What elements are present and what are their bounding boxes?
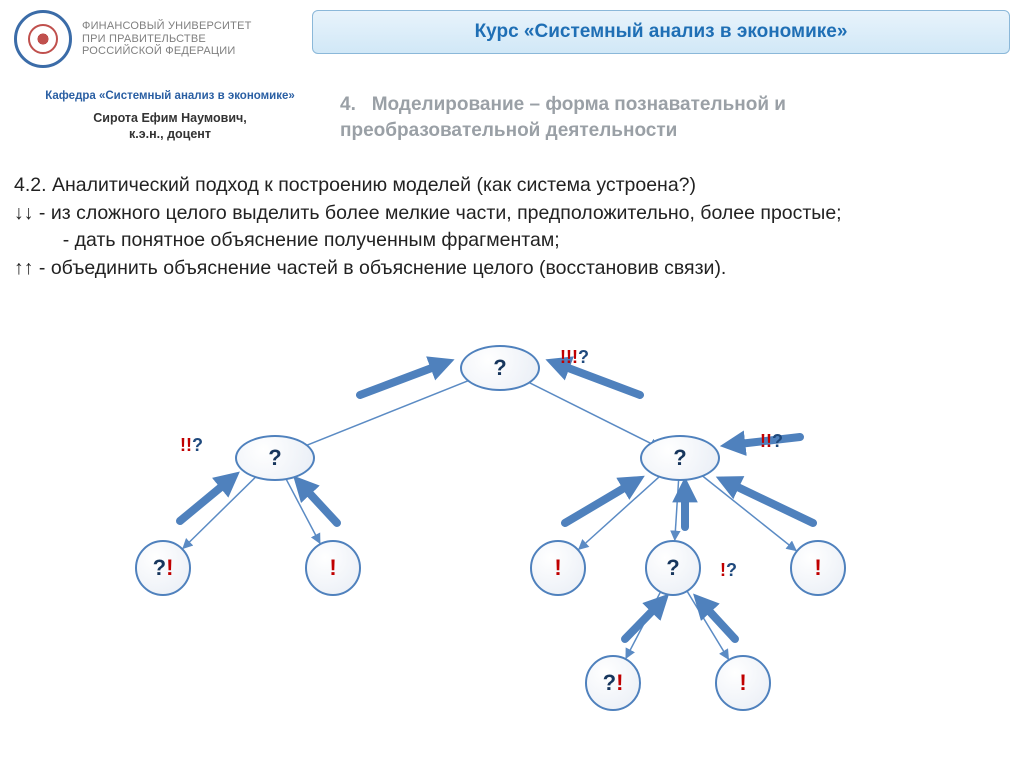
diagram-annotation: !!!? — [560, 347, 589, 368]
tree-node: ? — [460, 345, 540, 391]
course-title-bar: Курс «Системный анализ в экономике» — [312, 10, 1010, 54]
tree-node: ! — [530, 540, 586, 596]
diagram-annotation: !? — [720, 560, 737, 581]
body-text-block: 4.2. Аналитический подход к построению м… — [14, 172, 1010, 283]
tree-node: ?! — [585, 655, 641, 711]
tree-node: ?! — [135, 540, 191, 596]
body-p2: ↓↓ - из сложного целого выделить более м… — [14, 200, 1010, 228]
university-logo-icon — [14, 10, 72, 68]
university-line3: РОССИЙСКОЙ ФЕДЕРАЦИИ — [82, 45, 252, 58]
tree-node: ! — [305, 540, 361, 596]
tree-node: ? — [640, 435, 720, 481]
hierarchy-diagram: ????!!!?!?!!!!!?!!?!!?!? — [0, 335, 1024, 755]
diagram-annotation: !!? — [180, 435, 203, 456]
tree-node: ? — [235, 435, 315, 481]
university-line2: ПРИ ПРАВИТЕЛЬСТВЕ — [82, 33, 252, 46]
tree-node: ! — [715, 655, 771, 711]
diagram-annotation: !!? — [760, 431, 783, 452]
section-heading: 4. Моделирование – форма познавательной … — [340, 92, 980, 143]
university-name: ФИНАНСОВЫЙ УНИВЕРСИТЕТ ПРИ ПРАВИТЕЛЬСТВЕ… — [82, 20, 252, 58]
body-p4: ↑↑ - объединить объяснение частей в объя… — [14, 255, 1010, 283]
author-line2: к.э.н., доцент — [20, 126, 320, 142]
body-p3: - дать понятное объяснение полученным фр… — [14, 227, 1010, 255]
university-line1: ФИНАНСОВЫЙ УНИВЕРСИТЕТ — [82, 20, 252, 33]
department-label: Кафедра «Системный анализ в экономике» — [20, 90, 320, 102]
tree-node: ! — [790, 540, 846, 596]
tree-node: ? — [645, 540, 701, 596]
university-logo-block: ФИНАНСОВЫЙ УНИВЕРСИТЕТ ПРИ ПРАВИТЕЛЬСТВЕ… — [14, 10, 304, 68]
body-p1: 4.2. Аналитический подход к построению м… — [14, 172, 1010, 200]
author-line1: Сирота Ефим Наумович, — [20, 110, 320, 126]
section-title-text: Моделирование – форма познавательной и п… — [340, 94, 786, 141]
section-number: 4. — [340, 94, 356, 115]
author-block: Сирота Ефим Наумович, к.э.н., доцент — [20, 110, 320, 143]
